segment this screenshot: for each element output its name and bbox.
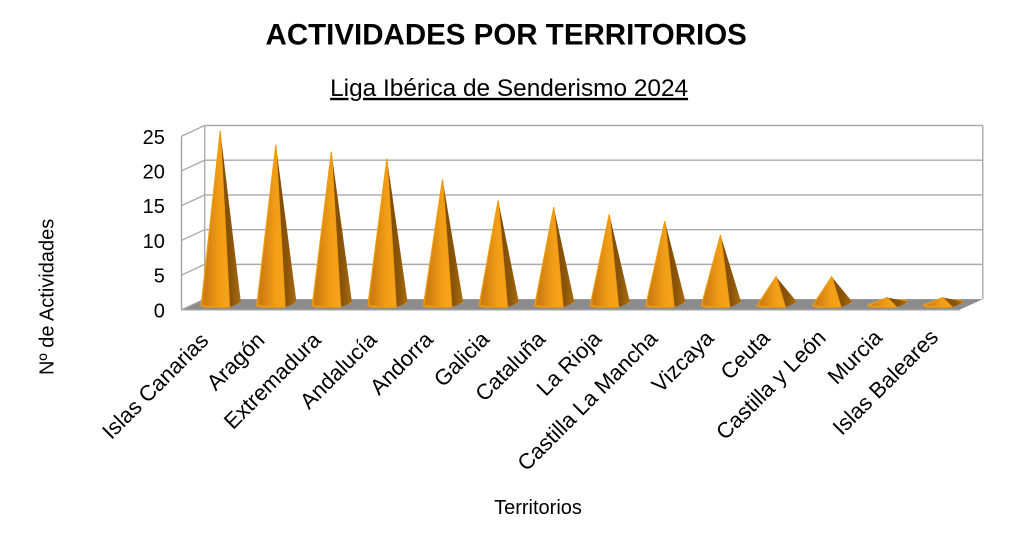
svg-text:20: 20 [143,162,165,184]
svg-text:ACTIVIDADES POR TERRITORIOS: ACTIVIDADES POR TERRITORIOS [266,18,747,51]
svg-text:0: 0 [154,300,165,322]
svg-text:10: 10 [143,231,165,253]
svg-text:15: 15 [143,196,165,218]
svg-text:Nº de Actividades: Nº de Actividades [37,219,59,375]
svg-text:Territorios: Territorios [494,497,582,519]
svg-text:5: 5 [154,266,165,288]
svg-text:25: 25 [143,127,165,149]
svg-text:Liga Ibérica de Senderismo 202: Liga Ibérica de Senderismo 2024 [330,75,688,102]
